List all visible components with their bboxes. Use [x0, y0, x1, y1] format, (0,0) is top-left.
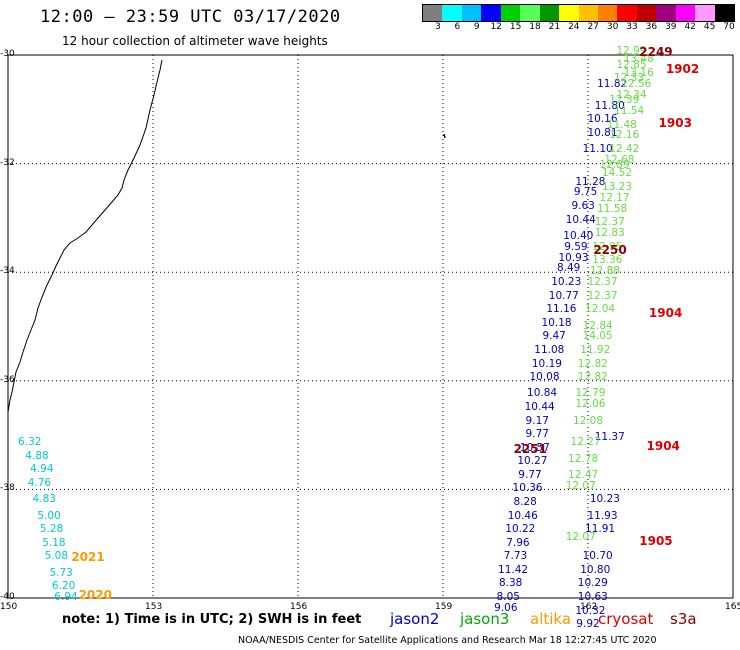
- legend-tick-label: 30: [606, 22, 619, 32]
- longitude-label: 162: [580, 602, 598, 612]
- latitude-label: -38: [0, 483, 15, 494]
- legend-swatch: [520, 5, 540, 21]
- legend-swatch: [714, 5, 734, 21]
- legend-tick-label: 45: [703, 22, 716, 32]
- latitude-label: -40: [0, 592, 15, 602]
- legend-swatch: [559, 5, 579, 21]
- satellite-legend-jason2: jason2: [390, 610, 440, 628]
- satellite-legend-s3a: s3a: [670, 610, 697, 628]
- credit-line: NOAA/NESDIS Center for Satellite Applica…: [238, 635, 657, 646]
- legend-tick-label: 12: [490, 22, 502, 32]
- map-frame: [7, 54, 734, 599]
- legend-swatch: [539, 5, 560, 21]
- longitude-label: 156: [290, 602, 308, 612]
- color-scale-legend: [422, 4, 735, 22]
- legend-swatch: [578, 5, 598, 21]
- legend-tick-label: 70: [723, 22, 735, 32]
- page-subtitle: 12 hour collection of altimeter wave hei…: [62, 34, 328, 48]
- island-marker: [443, 133, 446, 139]
- coastline: [7, 59, 163, 413]
- longitude-label: 159: [435, 602, 453, 612]
- legend-tick-label: 18: [529, 22, 541, 32]
- legend-swatch: [656, 5, 676, 21]
- legend-tick-label: 9: [473, 22, 480, 32]
- satellite-legend-cryosat: cryosat: [598, 610, 654, 628]
- latitude-label: -30: [0, 49, 15, 59]
- footnote: note: 1) Time is in UTC; 2) SWH is in fe…: [62, 612, 362, 627]
- legend-swatch: [617, 5, 637, 21]
- latitude-label: -34: [0, 266, 15, 277]
- page-title: 12:00 – 23:59 UTC 03/17/2020: [40, 7, 341, 27]
- legend-tick-label: 33: [626, 22, 638, 32]
- latitude-label: -32: [0, 157, 15, 168]
- legend-swatch: [423, 5, 443, 21]
- legend-tick-label: 6: [454, 22, 461, 32]
- satellite-legend-altika: altika: [530, 610, 572, 628]
- legend-tick-label: 27: [587, 22, 599, 32]
- graticule: [8, 55, 733, 598]
- latitude-label: -36: [0, 374, 15, 385]
- legend-tick-label: 21: [548, 22, 561, 32]
- legend-tick-label: 42: [684, 22, 696, 32]
- legend-tick-label: 39: [665, 22, 677, 32]
- legend-swatch: [500, 5, 521, 21]
- legend-swatch: [675, 5, 696, 21]
- longitude-label: 165: [725, 602, 740, 612]
- satellite-legend-jason3: jason3: [460, 610, 510, 628]
- legend-swatch: [461, 5, 482, 21]
- legend-tick-label: 3: [435, 22, 441, 32]
- legend-swatch: [695, 5, 715, 21]
- legend-swatch: [481, 5, 501, 21]
- legend-swatch: [442, 5, 462, 21]
- legend-swatch: [597, 5, 618, 21]
- longitude-label: 153: [145, 602, 163, 612]
- legend-swatch: [636, 5, 657, 21]
- legend-tick-label: 24: [568, 22, 580, 32]
- legend-tick-label: 15: [509, 22, 522, 32]
- legend-tick-label: 36: [645, 22, 658, 32]
- longitude-label: 150: [0, 602, 18, 612]
